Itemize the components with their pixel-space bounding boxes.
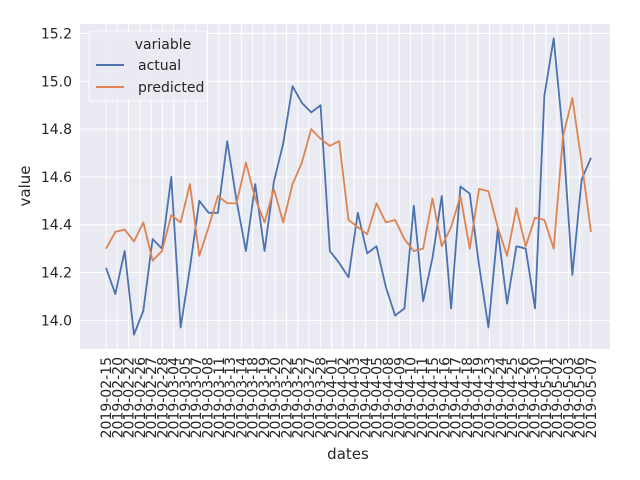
x-tick-label: 2019-02-20 bbox=[110, 357, 126, 438]
series-lines bbox=[105, 37, 592, 336]
x-tick-label: 2019-04-01 bbox=[325, 357, 341, 438]
y-axis-label: value bbox=[16, 166, 34, 207]
x-tick-label: 2019-04-30 bbox=[528, 357, 544, 438]
x-tick-label: 2019-04-17 bbox=[449, 357, 465, 438]
x-tick-label: 2019-04-19 bbox=[471, 357, 487, 438]
x-tick-label: 2019-05-07 bbox=[584, 357, 600, 438]
y-tick-label: 14.2 bbox=[41, 266, 72, 282]
x-tick-label: 2019-03-07 bbox=[189, 357, 205, 438]
x-tick-label: 2019-04-02 bbox=[336, 357, 352, 438]
x-tick-label: 2019-04-11 bbox=[415, 357, 431, 438]
x-tick-label: 2019-05-03 bbox=[561, 357, 577, 438]
y-tick-label: 15.0 bbox=[41, 74, 72, 90]
legend-label-actual: actual bbox=[138, 58, 181, 74]
legend-title: variable bbox=[135, 37, 191, 53]
y-tick-label: 14.4 bbox=[41, 218, 72, 234]
x-tick-label: 2019-02-27 bbox=[144, 357, 160, 438]
x-tick-label: 2019-04-10 bbox=[404, 357, 420, 438]
legend-box bbox=[88, 30, 208, 102]
y-axis-ticks: 14.0 14.2 14.4 14.6 14.8 15.0 15.2 bbox=[41, 27, 72, 330]
x-tick-label: 2019-04-18 bbox=[460, 357, 476, 438]
x-tick-label: 2019-04-15 bbox=[426, 357, 442, 438]
x-tick-label: 2019-03-05 bbox=[178, 357, 194, 438]
x-tick-label: 2019-03-13 bbox=[223, 357, 239, 438]
x-tick-label: 2019-04-23 bbox=[482, 357, 498, 438]
x-tick-label: 2019-04-08 bbox=[381, 357, 397, 438]
x-tick-label: 2019-02-22 bbox=[122, 357, 138, 438]
x-tick-label: 2019-03-27 bbox=[302, 357, 318, 438]
x-tick-label: 2019-04-04 bbox=[358, 357, 374, 438]
series-line-actual bbox=[105, 37, 592, 336]
x-tick-label: 2019-04-05 bbox=[370, 357, 386, 438]
x-tick-label: 2019-05-06 bbox=[573, 357, 589, 438]
x-tick-label: 2019-05-01 bbox=[539, 357, 555, 438]
x-tick-label: 2019-03-20 bbox=[268, 357, 284, 438]
x-axis-label: dates bbox=[327, 445, 369, 463]
x-tick-label: 2019-04-16 bbox=[437, 357, 453, 438]
x-tick-label: 2019-03-25 bbox=[291, 357, 307, 438]
x-tick-label: 2019-03-11 bbox=[212, 357, 228, 438]
x-tick-label: 2019-02-26 bbox=[133, 357, 149, 438]
x-tick-label: 2019-04-26 bbox=[516, 357, 532, 438]
x-tick-label: 2019-03-18 bbox=[246, 357, 262, 438]
y-tick-label: 15.2 bbox=[41, 27, 72, 43]
y-tick-label: 14.6 bbox=[41, 170, 72, 186]
x-tick-label: 2019-03-22 bbox=[279, 357, 295, 438]
x-tick-label: 2019-03-19 bbox=[257, 357, 273, 438]
legend-label-predicted: predicted bbox=[138, 80, 204, 96]
x-tick-label: 2019-03-14 bbox=[234, 357, 250, 438]
y-tick-label: 14.8 bbox=[41, 122, 72, 138]
x-tick-label: 2019-03-08 bbox=[201, 357, 217, 438]
x-tick-label: 2019-04-03 bbox=[347, 357, 363, 438]
x-tick-label: 2019-05-02 bbox=[550, 357, 566, 438]
x-tick-label: 2019-02-28 bbox=[155, 357, 171, 438]
legend: variable actual predicted bbox=[88, 30, 208, 102]
x-tick-label: 2019-04-25 bbox=[505, 357, 521, 438]
x-tick-label: 2019-03-28 bbox=[313, 357, 329, 438]
x-axis-ticks: 2019-02-152019-02-202019-02-222019-02-26… bbox=[99, 357, 600, 438]
series-line-predicted bbox=[105, 97, 592, 262]
y-tick-label: 14.0 bbox=[41, 313, 72, 329]
x-tick-label: 2019-04-09 bbox=[392, 357, 408, 438]
x-tick-label: 2019-03-04 bbox=[167, 357, 183, 438]
x-tick-label: 2019-02-15 bbox=[99, 357, 115, 438]
x-tick-label: 2019-04-24 bbox=[494, 357, 510, 438]
